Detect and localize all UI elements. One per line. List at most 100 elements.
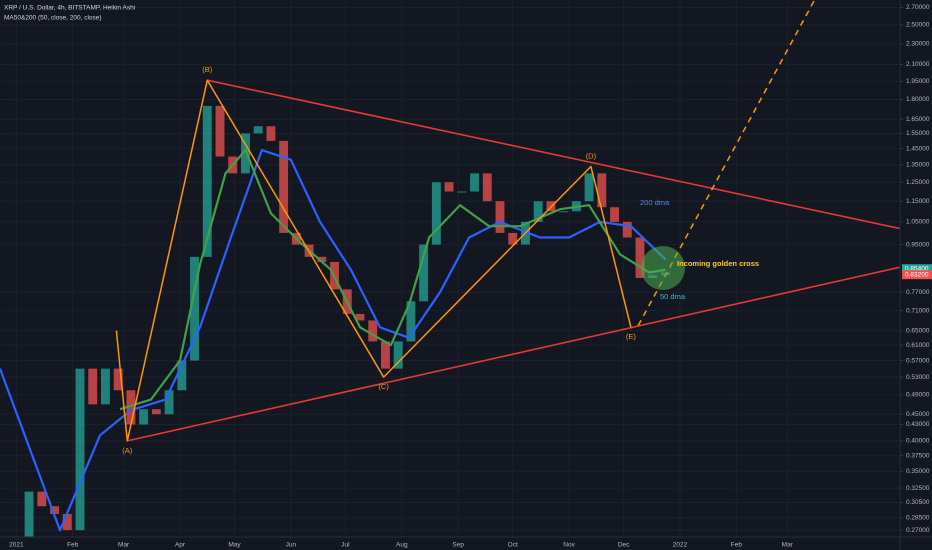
y-tick-label: 0.27000 [906,527,930,534]
chart-subtitle: MA50&200 (50, close, 200, close) [4,15,102,22]
x-tick-label: Dec [618,542,630,549]
candle [75,368,85,531]
annotation: Incoming golden cross [677,259,759,268]
y-tick-label: 1.45000 [906,145,930,152]
candle [444,182,454,192]
ma-line [119,149,666,411]
x-tick-label: Nov [563,542,575,549]
y-tick-label: 1.95000 [906,78,930,85]
candle [419,244,429,302]
candle [177,360,187,391]
candle [279,140,289,233]
x-tick-label: Mar [118,542,130,549]
candle [101,368,110,405]
x-tick-label: Feb [67,542,79,549]
projection-line [637,0,816,326]
y-tick-label: 1.80000 [906,96,930,103]
price-tag [902,270,932,280]
candle [37,491,47,507]
candle [406,301,416,342]
ma200-label: 200 dma [640,198,670,207]
y-tick-label: 1.55000 [906,130,930,137]
y-tick-label: 0.40000 [906,438,930,445]
y-tick-label: 0.32500 [906,485,930,492]
candle [126,390,136,425]
wave-label: (E) [626,332,637,341]
y-tick-label: 0.65000 [906,327,930,334]
x-tick-label: Sep [452,542,464,549]
price-tag [902,264,932,274]
candle [24,491,34,537]
y-tick-label: 0.95000 [906,241,930,248]
candle [635,237,645,278]
candle [622,221,632,238]
y-tick-label: 0.45000 [906,411,930,418]
candle [139,409,149,425]
candle [266,126,276,141]
candle [597,173,607,208]
y-tick-label: 1.35000 [906,162,930,169]
y-tick-label: 0.43000 [906,421,930,428]
candle [164,390,174,415]
candle [113,368,123,391]
y-tick-label: 0.57000 [906,357,930,364]
x-tick-label: Oct [508,542,518,549]
candle [190,256,199,361]
candle [482,173,492,202]
wave-label: (C) [378,382,389,391]
trendline [127,266,900,442]
candle [431,182,441,245]
x-tick-label: Mar [782,542,794,549]
candle [393,341,403,369]
price-tag-label: 0.85400 [905,265,929,272]
candle [317,256,327,262]
ma-line [0,149,667,532]
candle [381,341,390,369]
candle [584,173,594,202]
candle [533,201,543,222]
y-tick-label: 2.30000 [906,41,930,48]
candle [202,105,212,257]
x-tick-label: Aug [396,542,408,549]
y-tick-label: 0.77000 [906,289,930,296]
grid [0,0,900,537]
candle [215,105,225,157]
highlight-circle [641,246,685,290]
y-tick-label: 0.37500 [906,452,930,459]
candle [355,313,365,321]
candle [253,126,263,134]
y-tick-label: 2.10000 [906,61,930,68]
candle [241,133,250,174]
candle [368,320,378,342]
x-tick-label: Jun [286,542,297,549]
y-tick-label: 0.49000 [906,392,930,399]
candle [50,506,59,514]
x-tick-label: Jul [341,542,350,549]
price-tag-label: 0.83200 [905,271,929,278]
x-tick-label: Feb [731,542,743,549]
y-tick-label: 1.15000 [906,198,930,205]
chart-title: XRP / U.S. Dollar, 4h, BITSTAMP, Heikin … [4,5,135,12]
trendline [207,79,900,230]
y-tick-label: 1.05000 [906,219,930,226]
candle [559,211,569,213]
x-tick-label: 2022 [673,542,688,549]
candle [62,513,72,531]
wave-label: (D) [586,151,597,160]
ma50-label: 50 dma [660,292,686,301]
y-tick-label: 2.50000 [906,22,930,29]
y-tick-label: 0.53000 [906,374,930,381]
candle [610,207,619,222]
wave-label: (B) [202,65,213,74]
y-tick-label: 2.70000 [906,4,930,11]
candle [151,409,161,415]
y-tick-label: 0.71000 [906,307,930,314]
wave-line [115,79,632,442]
y-tick-label: 0.61000 [906,342,930,349]
y-tick-label: 0.28500 [906,515,930,522]
x-tick-label: 2021 [9,542,24,549]
